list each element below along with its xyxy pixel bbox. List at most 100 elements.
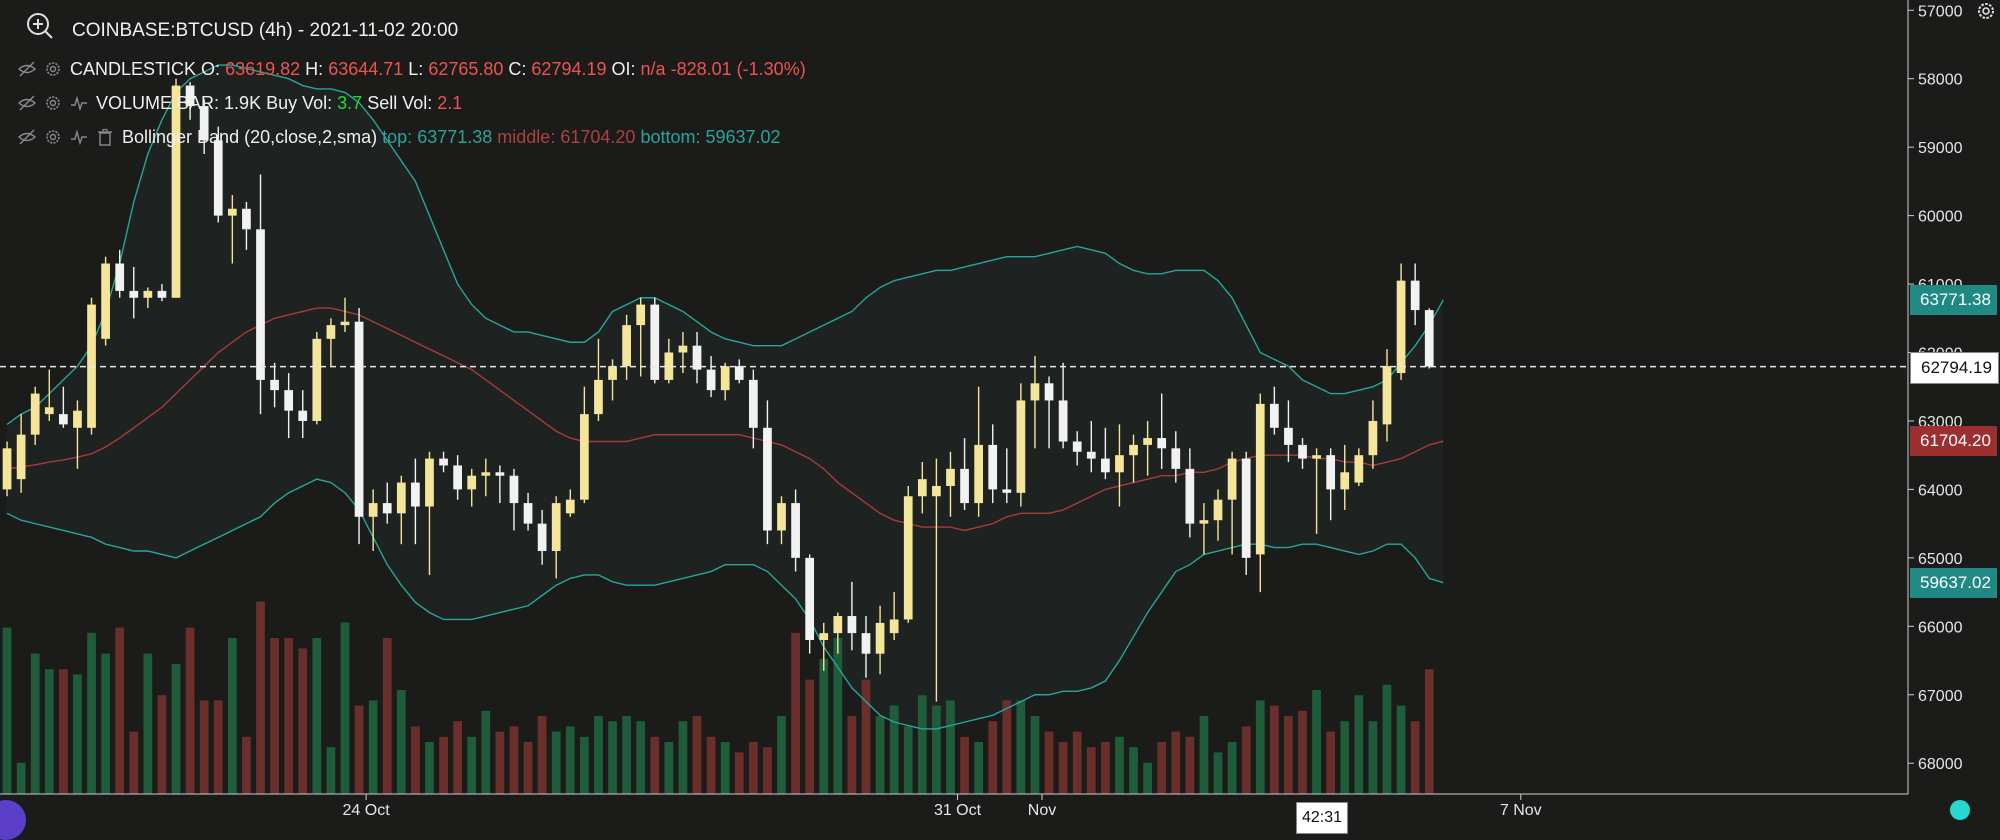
volume-bar xyxy=(622,716,631,794)
oi-value: n/a xyxy=(640,59,666,79)
indicator-wave-icon[interactable] xyxy=(70,94,88,112)
bollinger-middle-line xyxy=(6,307,1444,532)
candle-body xyxy=(340,321,350,326)
low-label: L: xyxy=(408,59,424,79)
price-tick-label: 58000 xyxy=(1918,72,1963,89)
candle-body xyxy=(946,468,955,486)
volume-bar xyxy=(537,716,547,794)
candle-body xyxy=(284,390,294,411)
buy-vol-value: 3.7 xyxy=(337,93,363,113)
candle-body xyxy=(115,263,125,291)
candle-body xyxy=(1115,455,1124,473)
volume-bar xyxy=(791,632,800,794)
bb-top-label: top: xyxy=(382,127,413,147)
volume-bar xyxy=(1368,721,1378,794)
change-percent: (-1.30%) xyxy=(736,59,806,79)
volume-bar xyxy=(340,622,350,794)
bb-top-value: 63771.38 xyxy=(417,127,493,147)
volume-bar xyxy=(1171,731,1181,794)
candle-body xyxy=(580,414,589,500)
candle-body xyxy=(1269,403,1279,428)
candle-body xyxy=(1340,472,1350,490)
volume-bar xyxy=(1255,700,1265,794)
hide-eye-icon[interactable] xyxy=(18,60,36,78)
volume-bar xyxy=(411,726,420,794)
volume-value: 1.9K xyxy=(224,93,262,113)
volume-bar xyxy=(256,601,265,794)
volume-bar xyxy=(368,700,378,794)
volume-bar xyxy=(1058,742,1068,794)
volume-bar xyxy=(1396,705,1406,794)
status-dot-icon[interactable] xyxy=(1950,800,1970,820)
candle-body xyxy=(157,290,167,298)
volume-bar xyxy=(1312,690,1321,794)
hide-eye-icon[interactable] xyxy=(18,94,36,112)
volume-bar xyxy=(44,669,54,794)
trash-icon[interactable] xyxy=(96,128,114,146)
volume-bar xyxy=(903,726,913,794)
volume-bar xyxy=(284,638,294,794)
volume-bar xyxy=(608,721,617,794)
candle-body xyxy=(565,499,575,514)
candle-body xyxy=(495,472,505,476)
volume-bar xyxy=(875,716,885,794)
volume-bar xyxy=(805,679,815,794)
volume-bar xyxy=(1199,716,1209,794)
volume-bar xyxy=(1129,747,1138,794)
low-value: 62765.80 xyxy=(428,59,504,79)
price-tick-label: 59000 xyxy=(1918,140,1963,157)
candle-body xyxy=(1185,468,1195,524)
candle-body xyxy=(1241,458,1251,558)
zoom-in-icon[interactable] xyxy=(26,12,54,40)
volume-bar xyxy=(861,679,871,794)
volume-bar xyxy=(1424,669,1434,794)
candle-body xyxy=(30,393,40,435)
volume-bar xyxy=(30,653,40,794)
candle-body xyxy=(171,85,181,298)
price-tick-label: 60000 xyxy=(1918,209,1963,226)
candle-body xyxy=(1199,520,1209,524)
gear-icon[interactable] xyxy=(44,60,62,78)
candle-body xyxy=(1424,310,1434,367)
volume-bar xyxy=(1213,752,1223,794)
price-axis[interactable]: 6800067000660006500064000630006200061000… xyxy=(1908,3,1963,773)
candlestick-legend: CANDLESTICK O: 63619.82 H: 63644.71 L: 6… xyxy=(18,58,806,80)
volume-bar xyxy=(326,747,336,794)
candle-body xyxy=(875,622,885,654)
volume-bar xyxy=(101,653,110,794)
bb-bottom-price-tag: 59637.02 xyxy=(1910,567,1997,598)
open-label: O: xyxy=(201,59,221,79)
candle-body xyxy=(861,633,871,654)
candle-body xyxy=(185,85,195,107)
volume-bar xyxy=(1002,700,1012,794)
gear-icon[interactable] xyxy=(44,94,62,112)
time-tick-label: 31 Oct xyxy=(934,802,982,819)
price-tick-label: 68000 xyxy=(1918,756,1963,773)
settings-gear-icon[interactable] xyxy=(1974,0,1998,22)
candle-body xyxy=(960,468,969,504)
candle-body xyxy=(1368,420,1378,456)
candle-body xyxy=(16,434,26,480)
bollinger-label: Bollinger Band (20,close,2,sma) xyxy=(122,127,378,147)
price-tick-label: 65000 xyxy=(1918,551,1963,568)
candle-body xyxy=(467,475,477,490)
gear-icon[interactable] xyxy=(44,128,62,146)
indicator-wave-icon[interactable] xyxy=(70,128,88,146)
volume-bar xyxy=(1410,721,1420,794)
time-axis[interactable]: 24 Oct 31 Oct Nov 7 Nov xyxy=(343,794,1542,819)
bollinger-upper-line xyxy=(6,64,1444,425)
volume-bar xyxy=(495,731,505,794)
candle-body xyxy=(819,633,829,640)
volume-bar xyxy=(1326,731,1336,794)
candle-body xyxy=(805,557,815,640)
candle-body xyxy=(101,263,110,339)
crosshair-time-tag: 42:31 xyxy=(1296,802,1348,834)
candle-body xyxy=(664,352,674,380)
candle-body xyxy=(1213,499,1223,521)
candles xyxy=(2,78,1434,702)
bb-top-price-tag: 63771.38 xyxy=(1910,284,1997,315)
volume-bar xyxy=(523,742,533,794)
hide-eye-icon[interactable] xyxy=(18,128,36,146)
candle-body xyxy=(59,414,68,425)
